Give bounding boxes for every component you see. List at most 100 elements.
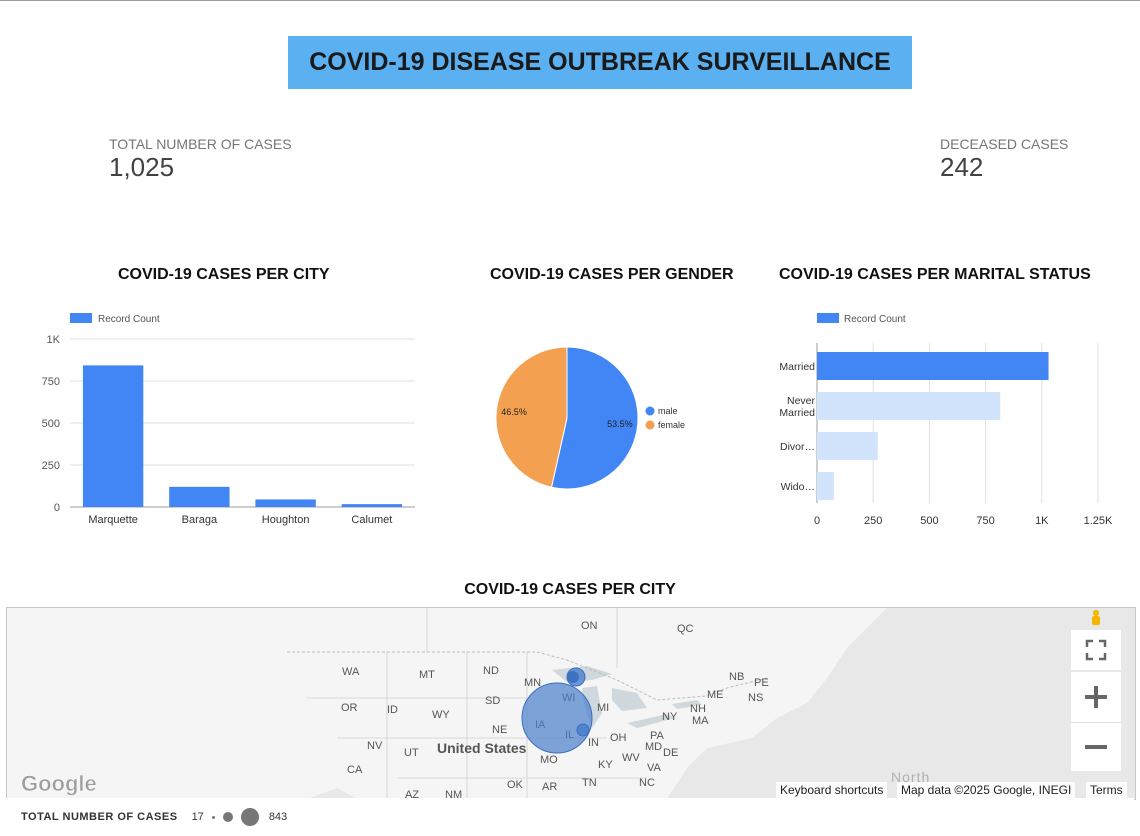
x-tick-label: 500	[920, 515, 938, 527]
map-label-ar: AR	[542, 781, 557, 793]
y-tick-label: 750	[42, 376, 60, 388]
pie-value-label: 46.5%	[501, 407, 527, 417]
map-label-me: ME	[707, 689, 724, 701]
pie-slice-male	[550, 346, 639, 490]
marital-status-bar-chart: Record Count MarriedNeverMarriedDivor…Wi…	[779, 313, 1113, 527]
zoom-out-icon[interactable]	[1071, 722, 1121, 771]
bar-1	[817, 392, 1001, 420]
y-tick-label: Divor…	[780, 441, 815, 453]
calumet-bubble[interactable]	[576, 723, 590, 737]
map-label-nc: NC	[639, 777, 655, 789]
gender-pie-chart: 53.5% 46.5% male female	[495, 346, 685, 490]
legend-dot-male	[645, 406, 655, 416]
country-label: United States	[437, 740, 527, 756]
map-label-mo: MO	[540, 754, 558, 766]
map-label-mt: MT	[419, 669, 435, 681]
lake-erie	[627, 714, 675, 728]
map-legend-max: 843	[268, 811, 288, 823]
x-tick-label: Houghton	[262, 514, 310, 526]
total-cases-value: 1,025	[109, 152, 175, 182]
gender-chart-title: COVID-19 CASES PER GENDER	[490, 266, 734, 283]
map-label-in: IN	[588, 737, 599, 749]
x-tick-label: 250	[864, 515, 882, 527]
map-label-de: DE	[663, 747, 678, 759]
ocean-label: North	[891, 769, 930, 785]
map-legend-label: TOTAL NUMBER OF CASES	[21, 811, 178, 823]
x-tick-label: 750	[976, 515, 994, 527]
terms-link[interactable]: Terms	[1086, 782, 1127, 798]
x-tick-label: Baraga	[182, 514, 218, 526]
map-label-ca: CA	[347, 764, 363, 776]
map-label-ma: MA	[692, 715, 709, 727]
y-tick-label: Wido…	[781, 481, 815, 493]
legend-label-female: female	[658, 420, 685, 430]
top-divider	[0, 0, 1140, 1]
city-chart-title: COVID-19 CASES PER CITY	[118, 266, 330, 283]
y-tick-label: Never	[787, 395, 816, 407]
houghton-bubble[interactable]	[567, 671, 579, 683]
bar-marquette	[82, 365, 144, 507]
map-canvas[interactable]: WAMTNDMNORIDWYSDWIMINEIAILINOHPANYNVUTCA…	[7, 608, 1135, 799]
legend-dot-medium	[222, 812, 233, 822]
map-label-sd: SD	[485, 695, 500, 707]
y-tick-label: 1K	[47, 334, 61, 346]
map-label-ne: NE	[492, 724, 507, 736]
map-label-mi: MI	[597, 702, 609, 714]
map-label-qc: QC	[677, 623, 694, 635]
google-logo: Google	[21, 771, 97, 796]
map-label-or: OR	[341, 702, 358, 714]
cases-bubble-map[interactable]: WAMTNDMNORIDWYSDWIMINEIAILINOHPANYNVUTCA…	[6, 607, 1136, 800]
lake-huron	[612, 688, 647, 711]
keyboard-shortcuts-link[interactable]: Keyboard shortcuts	[776, 782, 888, 798]
map-label-pa: PA	[650, 730, 665, 742]
legend-dot-female	[645, 420, 655, 430]
lake-michigan	[582, 686, 602, 728]
y-tick-label: 500	[42, 418, 60, 430]
map-label-mn: MN	[524, 677, 541, 689]
fullscreen-icon[interactable]	[1071, 630, 1121, 670]
page-title: COVID-19 DISEASE OUTBREAK SURVEILLANCE	[288, 36, 912, 89]
marital-chart-title: COVID-19 CASES PER MARITAL STATUS	[779, 266, 1091, 283]
city-bar-chart: Record Count 0 250 500 750 1K Marquette Barag…	[42, 313, 415, 526]
y-tick-label: 250	[42, 460, 60, 472]
map-label-id: ID	[387, 704, 398, 716]
map-label-wa: WA	[342, 666, 360, 678]
map-label-az: AZ	[405, 789, 419, 799]
zoom-in-icon[interactable]	[1071, 672, 1121, 722]
pie-value-label: 53.5%	[607, 419, 633, 429]
map-label-ns: NS	[748, 692, 763, 704]
x-tick-label: Calumet	[351, 514, 392, 526]
bar-baraga	[169, 486, 230, 507]
map-title: COVID-19 CASES PER CITY	[464, 581, 676, 598]
map-data-attribution: Map data ©2025 Google, INEGI	[897, 782, 1076, 798]
map-label-on: ON	[581, 620, 598, 632]
legend-dot-large	[240, 808, 259, 826]
map-label-md: MD	[645, 741, 662, 753]
pegman-icon[interactable]	[1071, 608, 1121, 630]
y-tick-label: 0	[54, 502, 60, 514]
map-label-nm: NM	[445, 789, 462, 799]
map-size-legend: TOTAL NUMBER OF CASES 17 843	[0, 798, 1134, 836]
bar-calumet	[341, 504, 403, 507]
deceased-cases-label: DECEASED CASES	[940, 136, 1069, 152]
map-label-pe: PE	[754, 677, 769, 689]
map-label-wy: WY	[432, 709, 450, 721]
x-tick-label: 1.25K	[1084, 515, 1113, 527]
bar-2	[817, 432, 878, 460]
legend-label: Record Count	[98, 314, 160, 325]
x-tick-label: Marquette	[88, 514, 138, 526]
legend-label: Record Count	[844, 314, 906, 325]
total-cases-label: TOTAL NUMBER OF CASES	[109, 136, 292, 152]
marquette-bubble[interactable]	[521, 682, 593, 754]
map-label-wv: WV	[622, 752, 640, 764]
map-label-nb: NB	[729, 671, 744, 683]
legend-swatch	[70, 313, 92, 323]
map-label-nd: ND	[483, 665, 499, 677]
legend-swatch	[817, 313, 839, 323]
legend-dot-small	[211, 815, 215, 819]
pie-slice-female	[495, 346, 568, 488]
map-label-ut: UT	[404, 747, 419, 759]
map-label-ok: OK	[507, 779, 524, 791]
map-label-va: VA	[647, 762, 662, 774]
map-label-oh: OH	[610, 732, 627, 744]
